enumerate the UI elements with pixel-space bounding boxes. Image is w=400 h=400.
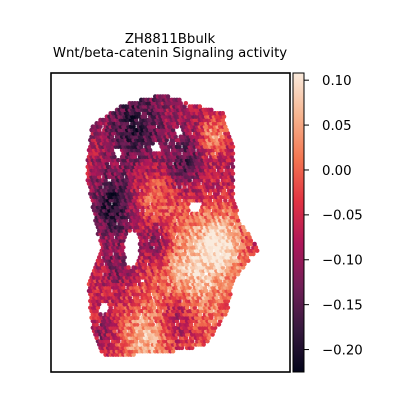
spatial-spot bbox=[220, 111, 226, 116]
spatial-spot bbox=[165, 94, 171, 99]
colorbar-tick-label: −0.10 bbox=[322, 254, 363, 269]
spatial-spot bbox=[246, 231, 251, 237]
colorbar-tick-label: 0.10 bbox=[322, 74, 352, 89]
colorbar-tick-label: −0.15 bbox=[322, 298, 363, 313]
spatial-spot bbox=[240, 224, 246, 230]
spatial-spot bbox=[209, 107, 214, 113]
colorbar-tick-label: 0.05 bbox=[322, 119, 352, 134]
spatial-spot bbox=[126, 265, 131, 270]
spatial-spot bbox=[197, 104, 203, 109]
plot-frame bbox=[50, 72, 291, 373]
chart-title-line1: ZH8811Bbulk bbox=[125, 32, 216, 47]
spatial-spot bbox=[177, 97, 182, 103]
colorbar-ticks: 0.10 0.05 0.00 −0.05 −0.10 −0.15 −0.20 bbox=[304, 74, 363, 358]
colorbar-tick-label: 0.00 bbox=[322, 164, 352, 179]
colorbar bbox=[292, 72, 305, 373]
spatial-spot bbox=[252, 241, 257, 247]
spatial-spots-layer bbox=[85, 94, 260, 357]
spatial-spot bbox=[183, 100, 189, 106]
chart-title-line2: Wnt/beta-catenin Signaling activity bbox=[53, 46, 287, 61]
colorbar-tick-label: −0.20 bbox=[322, 343, 363, 358]
colorbar-tick-label: −0.05 bbox=[322, 209, 363, 224]
spatial-spot bbox=[98, 312, 103, 317]
